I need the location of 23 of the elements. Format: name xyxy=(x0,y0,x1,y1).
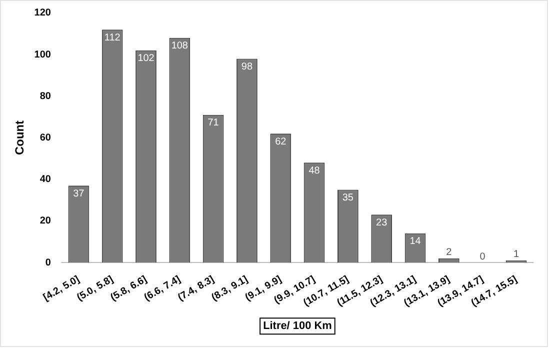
y-tick-label: 100 xyxy=(34,49,52,60)
y-axis-title: Count xyxy=(12,120,26,155)
data-label: 48 xyxy=(308,165,320,176)
y-tick-label: 20 xyxy=(40,216,52,227)
data-label: 62 xyxy=(275,136,287,148)
data-label: 2 xyxy=(446,247,452,258)
data-label: 35 xyxy=(342,192,354,204)
data-label: 1 xyxy=(513,249,520,260)
data-label: 0 xyxy=(480,251,486,262)
y-tick-label: 60 xyxy=(40,132,52,144)
y-tick-label: 40 xyxy=(40,174,52,186)
y-tick-label: 120 xyxy=(34,8,52,19)
y-tick-label: 0 xyxy=(45,257,52,268)
data-label: 23 xyxy=(376,217,388,228)
data-label: 37 xyxy=(73,188,85,200)
data-label: 108 xyxy=(171,40,188,52)
x-axis-title: Litre/ 100 Km xyxy=(263,320,332,332)
data-label: 112 xyxy=(104,32,121,44)
data-label: 98 xyxy=(241,61,253,72)
data-label: 14 xyxy=(410,236,422,248)
data-label: 102 xyxy=(138,53,155,64)
data-label: 71 xyxy=(208,118,220,129)
y-tick-label: 80 xyxy=(40,90,52,102)
